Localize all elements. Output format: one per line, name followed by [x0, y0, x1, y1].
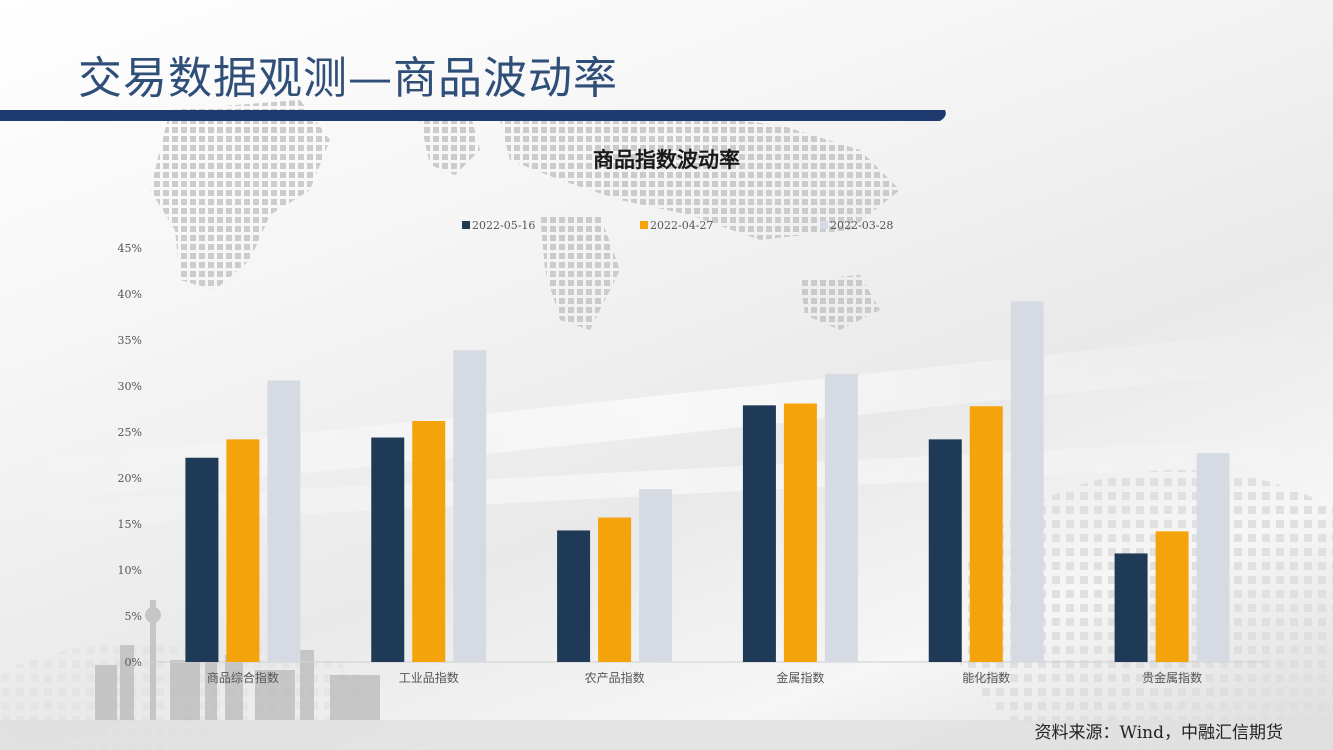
bar [226, 439, 260, 662]
x-category-label: 商品综合指数 [207, 670, 279, 685]
y-tick-label: 15% [118, 518, 142, 531]
bar [1196, 453, 1230, 662]
legend-swatch [640, 221, 648, 229]
y-tick-label: 0% [125, 656, 142, 669]
x-category-label: 贵金属指数 [1142, 670, 1202, 685]
title-underline-bar [0, 110, 946, 121]
y-tick-label: 10% [118, 564, 142, 577]
slide-title: 交易数据观测—商品波动率 [78, 53, 618, 104]
y-tick-label: 20% [118, 472, 142, 485]
world-map-dots [150, 100, 900, 330]
x-category-label: 农产品指数 [585, 670, 645, 685]
y-tick-label: 40% [118, 288, 142, 301]
bar [1114, 553, 1148, 662]
y-tick-label: 45% [118, 242, 142, 255]
bar [598, 517, 632, 662]
bar [371, 437, 405, 662]
bar [1010, 301, 1044, 662]
bar [412, 420, 446, 662]
legend-swatch [462, 221, 470, 229]
bar [928, 439, 962, 662]
x-category-label: 工业品指数 [399, 670, 459, 685]
bar [453, 350, 487, 662]
y-tick-label: 35% [118, 334, 142, 347]
legend-swatch [820, 221, 828, 229]
bar [742, 405, 776, 662]
legend-label: 2022-04-27 [650, 219, 713, 232]
y-tick-label: 25% [118, 426, 142, 439]
bar [969, 406, 1003, 662]
bar [824, 374, 858, 662]
bar [267, 380, 301, 662]
legend-label: 2022-03-28 [830, 219, 893, 232]
bar [1155, 531, 1189, 662]
y-tick-label: 30% [118, 380, 142, 393]
city-skyline [0, 600, 1333, 750]
bar [639, 489, 673, 662]
bar [557, 530, 591, 662]
source-note: 资料来源：Wind，中融汇信期货 [1034, 723, 1283, 743]
bar [783, 403, 817, 662]
chart-title: 商品指数波动率 [593, 148, 740, 172]
bar [185, 457, 219, 662]
x-category-label: 能化指数 [962, 670, 1010, 685]
y-tick-label: 5% [125, 610, 142, 623]
x-category-label: 金属指数 [776, 670, 824, 685]
legend-label: 2022-05-16 [472, 219, 535, 232]
